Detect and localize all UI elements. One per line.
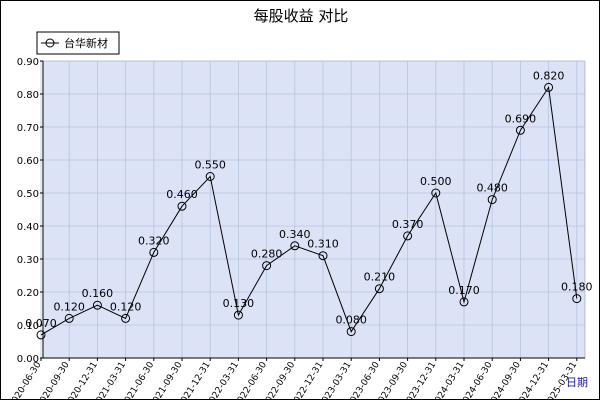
data-point	[515, 125, 525, 135]
data-point	[177, 201, 187, 211]
data-point	[121, 313, 131, 323]
data-label: 0.120	[110, 300, 142, 313]
y-tick-label: 0.20	[17, 288, 39, 299]
data-point	[262, 261, 272, 271]
grid-lines	[40, 60, 585, 359]
data-point	[318, 251, 328, 261]
data-point	[233, 310, 243, 320]
data-point	[459, 297, 469, 307]
y-tick-label: 0.50	[17, 189, 39, 200]
data-label: 0.370	[392, 218, 424, 231]
data-point	[346, 327, 356, 337]
data-label: 0.210	[364, 271, 396, 284]
x-tick-label: 2020-06-30	[7, 360, 43, 399]
data-label: 0.480	[476, 182, 508, 195]
y-tick-label: 0.00	[17, 354, 39, 365]
data-point	[572, 294, 582, 304]
data-point	[205, 172, 215, 181]
data-label: 0.310	[307, 238, 339, 251]
data-label: 0.500	[420, 175, 452, 188]
legend-circle-marker	[45, 38, 55, 48]
data-point	[431, 188, 441, 198]
data-label: 0.280	[251, 248, 283, 261]
y-tick-label: 0.10	[17, 321, 39, 332]
legend: 台华新材	[36, 31, 120, 55]
y-axis: 0.00 0.10 0.20 0.30 0.40 0.50 0.60 0.70 0.80 0.90	[17, 57, 44, 365]
legend-box	[36, 31, 120, 55]
data-label: 0.460	[166, 188, 198, 201]
series-line	[40, 86, 578, 336]
data-label: 0.180	[561, 281, 593, 294]
data-label: 0.070	[25, 317, 57, 330]
data-label: 0.550	[194, 159, 226, 172]
data-label: 0.320	[138, 234, 170, 247]
legend-label: 台华新材	[64, 36, 108, 50]
y-tick-label: 0.80	[17, 90, 39, 101]
y-tick-label: 0.70	[17, 123, 39, 134]
y-tick-label: 0.90	[17, 57, 39, 68]
data-point	[64, 313, 74, 323]
y-tick-label: 0.60	[17, 156, 39, 167]
x-axis-label: 日期	[566, 376, 588, 389]
data-label: 0.080	[335, 314, 367, 327]
data-point	[403, 231, 413, 241]
data-label: 0.820	[533, 69, 565, 82]
data-label: 0.170	[448, 284, 480, 297]
data-label: 0.130	[223, 297, 255, 310]
chart-title: 每股收益 对比	[254, 7, 349, 25]
data-label: 0.340	[279, 228, 311, 241]
data-label: 0.690	[505, 112, 537, 125]
data-point	[290, 241, 300, 251]
y-tick-label: 0.40	[17, 222, 39, 233]
plot-area	[42, 60, 586, 359]
data-label: 0.120	[53, 300, 85, 313]
x-axis: 2020-06-302020-09-302020-12-312021-03-31…	[7, 357, 585, 404]
data-point	[92, 300, 102, 310]
data-point	[487, 195, 497, 205]
data-point	[374, 284, 384, 294]
data-label: 0.160	[82, 287, 114, 300]
y-tick-label: 0.30	[17, 255, 39, 266]
data-point	[36, 330, 46, 340]
data-point	[544, 82, 554, 92]
data-point	[149, 247, 159, 257]
